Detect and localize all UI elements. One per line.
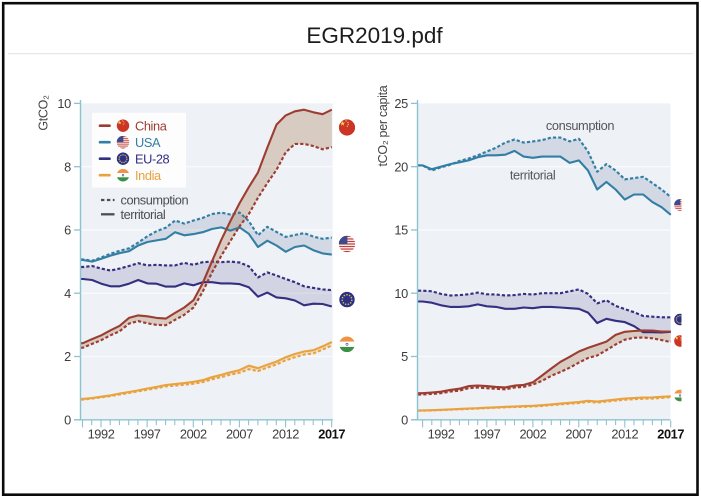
svg-text:1992: 1992 bbox=[428, 427, 455, 442]
svg-text:2017: 2017 bbox=[657, 427, 684, 442]
svg-text:6: 6 bbox=[64, 223, 71, 238]
svg-text:1997: 1997 bbox=[473, 427, 500, 442]
svg-text:China: China bbox=[135, 118, 168, 133]
svg-text:tCO₂ per capita: tCO₂ per capita bbox=[376, 85, 390, 166]
svg-text:territorial: territorial bbox=[510, 168, 555, 183]
svg-text:EGR2019.pdf: EGR2019.pdf bbox=[306, 23, 443, 48]
svg-text:consumption: consumption bbox=[121, 193, 189, 208]
svg-text:4: 4 bbox=[64, 286, 71, 301]
svg-text:2012: 2012 bbox=[611, 427, 638, 442]
svg-text:20: 20 bbox=[394, 159, 408, 174]
svg-text:8: 8 bbox=[64, 159, 71, 174]
svg-text:2002: 2002 bbox=[519, 427, 546, 442]
svg-text:India: India bbox=[135, 168, 162, 183]
svg-text:USA: USA bbox=[135, 135, 161, 150]
svg-text:consumption: consumption bbox=[546, 118, 614, 133]
svg-text:1992: 1992 bbox=[88, 427, 115, 442]
svg-text:2007: 2007 bbox=[226, 427, 253, 442]
svg-text:EU-28: EU-28 bbox=[135, 151, 170, 166]
svg-text:2017: 2017 bbox=[318, 427, 345, 442]
svg-text:10: 10 bbox=[57, 96, 71, 111]
svg-text:1997: 1997 bbox=[134, 427, 161, 442]
svg-text:GtCO₂: GtCO₂ bbox=[37, 95, 51, 131]
svg-text:15: 15 bbox=[394, 223, 408, 238]
svg-text:5: 5 bbox=[401, 349, 408, 364]
svg-text:0: 0 bbox=[64, 412, 71, 427]
svg-text:2002: 2002 bbox=[180, 427, 207, 442]
svg-text:10: 10 bbox=[394, 286, 408, 301]
svg-text:25: 25 bbox=[394, 96, 408, 111]
svg-text:2007: 2007 bbox=[565, 427, 592, 442]
svg-text:0: 0 bbox=[401, 412, 408, 427]
svg-text:territorial: territorial bbox=[121, 207, 166, 222]
svg-text:2: 2 bbox=[64, 349, 71, 364]
svg-text:2012: 2012 bbox=[272, 427, 299, 442]
